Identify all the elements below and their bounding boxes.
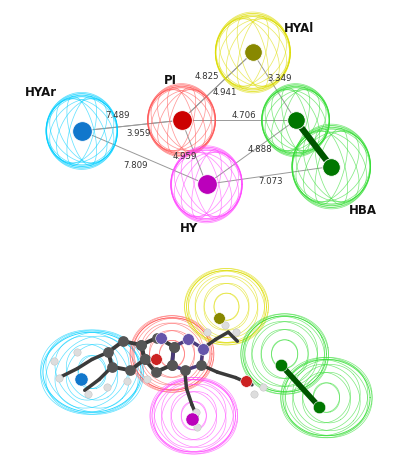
Point — [141, 356, 148, 363]
Point — [203, 329, 210, 336]
Point — [243, 378, 250, 385]
Point — [328, 163, 335, 171]
Point — [192, 408, 199, 416]
Point — [185, 336, 192, 344]
Point — [85, 390, 92, 398]
Point — [158, 334, 164, 342]
Point — [152, 356, 159, 363]
Text: 4.959: 4.959 — [173, 152, 197, 161]
Point — [216, 314, 223, 322]
Point — [141, 356, 148, 363]
Point — [181, 367, 188, 374]
Text: 4.825: 4.825 — [194, 72, 219, 81]
Text: HYAr: HYAr — [25, 86, 57, 99]
Point — [171, 343, 177, 350]
Point — [143, 376, 150, 383]
Point — [198, 361, 204, 369]
Point — [169, 361, 175, 369]
Point — [105, 349, 112, 356]
Point — [109, 363, 115, 370]
Text: PI: PI — [164, 74, 177, 87]
Point — [78, 376, 84, 383]
Point — [120, 338, 126, 345]
Point — [152, 369, 159, 376]
Text: HY: HY — [180, 221, 198, 234]
Text: 7.073: 7.073 — [259, 177, 283, 186]
Point — [138, 341, 145, 349]
Point — [123, 378, 130, 385]
Point — [169, 361, 175, 369]
Point — [74, 349, 81, 356]
Point — [203, 181, 210, 188]
Point — [171, 343, 177, 350]
Point — [221, 321, 228, 329]
Point — [199, 345, 206, 352]
Point — [189, 416, 195, 423]
Text: 4.941: 4.941 — [212, 88, 237, 97]
Point — [138, 341, 145, 349]
Point — [232, 329, 239, 336]
Point — [292, 117, 299, 125]
Text: 4.706: 4.706 — [232, 111, 256, 120]
Text: 7.809: 7.809 — [123, 161, 147, 170]
Point — [56, 374, 63, 382]
Point — [78, 128, 85, 135]
Point — [250, 390, 257, 398]
Point — [50, 358, 57, 365]
Text: HBA: HBA — [349, 203, 377, 216]
Text: 3.959: 3.959 — [127, 129, 151, 138]
Point — [249, 50, 256, 57]
Text: HYAl: HYAl — [284, 22, 314, 35]
Point — [259, 383, 266, 391]
Point — [194, 423, 201, 431]
Point — [154, 334, 161, 342]
Point — [103, 383, 110, 391]
Text: 3.349: 3.349 — [267, 74, 292, 83]
Point — [199, 345, 206, 352]
Point — [316, 403, 323, 411]
Point — [185, 336, 192, 344]
Point — [278, 361, 284, 369]
Text: 4.888: 4.888 — [248, 145, 272, 154]
Point — [178, 117, 185, 125]
Point — [127, 367, 133, 374]
Text: 7.489: 7.489 — [105, 111, 130, 120]
